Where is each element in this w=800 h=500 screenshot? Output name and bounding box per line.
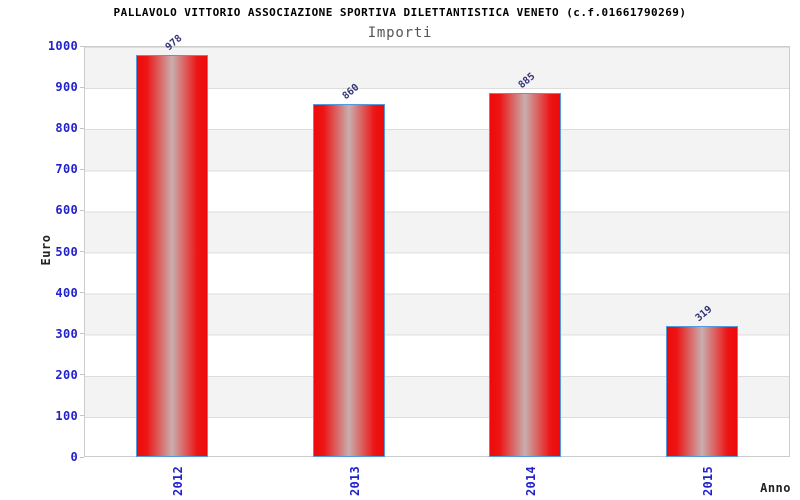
y-tick-mark [80, 333, 84, 335]
y-tick-label: 500 [55, 244, 78, 259]
y-tick-label: 800 [55, 121, 78, 136]
y-tick-label: 0 [70, 450, 78, 464]
y-tick-mark [80, 251, 84, 252]
y-tick-label: 300 [55, 326, 78, 341]
y-tick-label: 700 [55, 162, 78, 177]
x-category-label: 2012 [171, 465, 186, 497]
bar-2013 [312, 103, 385, 457]
bar-2012 [136, 55, 209, 457]
x-category-label: 2015 [700, 465, 715, 497]
y-tick-mark [80, 168, 84, 170]
y-tick-mark [80, 209, 84, 211]
x-category-label: 2014 [524, 465, 539, 497]
y-tick-label: 600 [55, 203, 78, 218]
y-tick-mark [80, 374, 84, 376]
bar-2015 [665, 325, 738, 457]
y-tick-label: 400 [55, 285, 78, 300]
y-tick-mark [80, 45, 84, 47]
y-tick-label: 100 [55, 408, 78, 423]
bar-2014 [489, 93, 562, 457]
y-tick-mark [80, 415, 84, 417]
y-tick-mark [80, 456, 84, 458]
y-tick-mark [80, 292, 84, 294]
chart-title: PALLAVOLO VITTORIO ASSOCIAZIONE SPORTIVA… [113, 6, 687, 19]
y-tick-label: 200 [55, 367, 78, 382]
y-tick-label: 1000 [47, 39, 78, 53]
y-tick-label: 900 [55, 80, 78, 95]
y-tick-mark [80, 86, 84, 88]
x-axis-label: Anno [760, 481, 791, 495]
chart-subtitle: Importi [367, 25, 433, 41]
x-category-label: 2013 [347, 465, 362, 497]
y-tick-mark [80, 127, 84, 129]
